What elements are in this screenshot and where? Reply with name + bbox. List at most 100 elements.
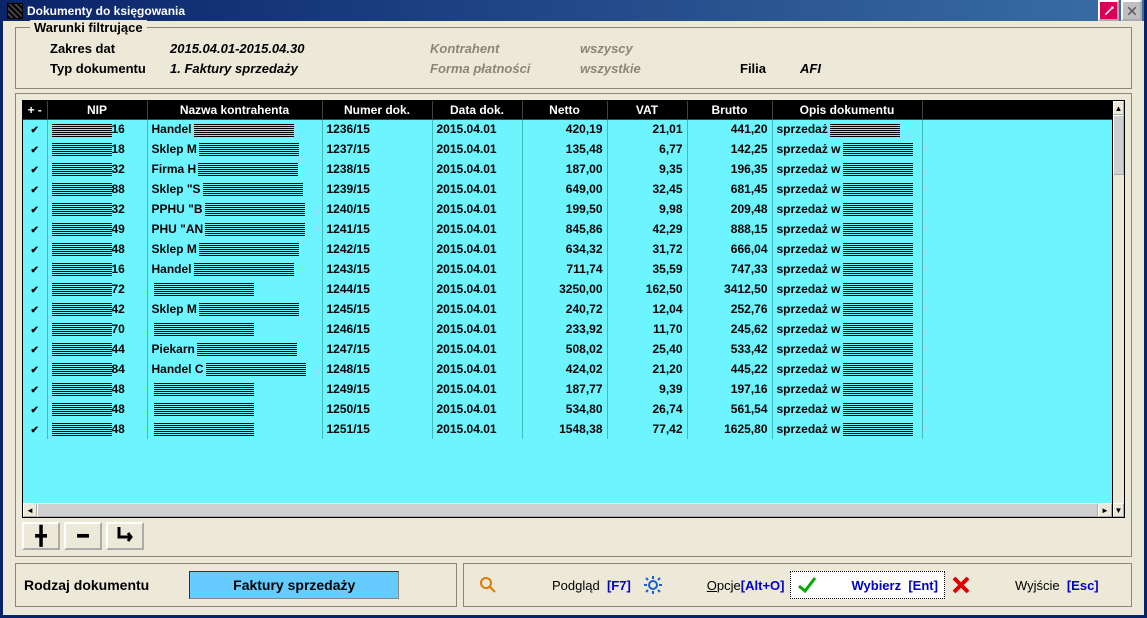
col-header-mark[interactable]: + - <box>23 101 47 119</box>
scroll-thumb[interactable] <box>37 503 1098 517</box>
branch-value: AFI <box>800 61 821 76</box>
scroll-right-icon[interactable]: ► <box>1098 503 1112 517</box>
table-row[interactable]: 701246/152015.04.01233,9211,70245,62sprz… <box>23 319 1114 339</box>
exit-button[interactable]: Wyjście [Esc] <box>945 571 1105 599</box>
cell-name: Sklep "S <box>147 179 322 199</box>
filter-group: Warunki filtrujące Zakres dat 2015.04.01… <box>15 27 1132 89</box>
col-header-vat[interactable]: VAT <box>607 101 687 119</box>
scroll-left-icon[interactable]: ◄ <box>23 503 37 517</box>
cell-brutto: 1625,80 <box>687 419 772 439</box>
vscrollbar[interactable]: ▲ ▼ <box>1112 101 1124 517</box>
col-header-name[interactable]: Nazwa kontrahenta <box>147 101 322 119</box>
titlebar: Dokumenty do księgowania <box>3 0 1144 21</box>
cell-netto: 187,00 <box>522 159 607 179</box>
cell-name: PPHU "B <box>147 199 322 219</box>
cell-mark <box>23 159 47 179</box>
select-shortcut: [Ent] <box>908 578 938 593</box>
cell-netto: 845,86 <box>522 219 607 239</box>
table-row[interactable]: 42Sklep M1245/152015.04.01240,7212,04252… <box>23 299 1114 319</box>
cell-netto: 420,19 <box>522 119 607 139</box>
cell-doc: 1247/15 <box>322 339 432 359</box>
cell-netto: 187,77 <box>522 379 607 399</box>
cell-nip: 16 <box>47 119 147 139</box>
col-header-nip[interactable]: NIP <box>47 101 147 119</box>
preview-button[interactable]: Podgląd [F7] <box>472 571 637 599</box>
cell-desc: sprzedaż w <box>772 139 922 159</box>
cell-vat: 11,70 <box>607 319 687 339</box>
cell-name <box>147 319 322 339</box>
cell-name: Sklep M <box>147 299 322 319</box>
cell-netto: 3250,00 <box>522 279 607 299</box>
cell-mark <box>23 179 47 199</box>
table-row[interactable]: 16Handel1243/152015.04.01711,7435,59747,… <box>23 259 1114 279</box>
cell-mark <box>23 219 47 239</box>
scroll-up-icon[interactable]: ▲ <box>1113 101 1124 115</box>
filter-legend: Warunki filtrujące <box>30 20 147 35</box>
cell-name: Handel <box>147 259 322 279</box>
options-shortcut: [Alt+O] <box>741 578 785 593</box>
cell-date: 2015.04.01 <box>432 239 522 259</box>
scroll-down-icon[interactable]: ▼ <box>1113 503 1124 517</box>
vscroll-thumb[interactable] <box>1113 115 1124 175</box>
cell-vat: 35,59 <box>607 259 687 279</box>
grid[interactable]: + -NIPNazwa kontrahentaNumer dok.Data do… <box>23 101 1115 439</box>
col-header-desc[interactable]: Opis dokumentu <box>772 101 922 119</box>
cell-netto: 508,02 <box>522 339 607 359</box>
nav-commit-button[interactable] <box>106 522 144 550</box>
cell-desc: sprzedaż w <box>772 399 922 419</box>
cell-name: Sklep M <box>147 239 322 259</box>
cell-desc: sprzedaż w <box>772 239 922 259</box>
cell-brutto: 197,16 <box>687 379 772 399</box>
cell-mark <box>23 339 47 359</box>
cell-desc: sprzedaż w <box>772 279 922 299</box>
commit-icon <box>116 525 134 548</box>
client-area: Warunki filtrujące Zakres dat 2015.04.01… <box>3 21 1144 615</box>
help-button[interactable] <box>1098 0 1119 21</box>
table-row[interactable]: 32PPHU "B1240/152015.04.01199,509,98209,… <box>23 199 1114 219</box>
doctype-panel: Rodzaj dokumentu Faktury sprzedaży <box>15 563 457 607</box>
table-row[interactable]: 16Handel1236/152015.04.01420,1921,01441,… <box>23 119 1114 139</box>
cell-brutto: 3412,50 <box>687 279 772 299</box>
cell-doc: 1241/15 <box>322 219 432 239</box>
nav-remove-button[interactable]: ━ <box>64 522 102 550</box>
options-label: Opcje <box>707 578 741 593</box>
cell-nip: 72 <box>47 279 147 299</box>
close-button[interactable] <box>1121 0 1142 21</box>
table-row[interactable]: 44Piekarn1247/152015.04.01508,0225,40533… <box>23 339 1114 359</box>
col-header-doc[interactable]: Numer dok. <box>322 101 432 119</box>
cell-desc: sprzedaż w <box>772 359 922 379</box>
table-row[interactable]: 84Handel C1248/152015.04.01424,0221,2044… <box>23 359 1114 379</box>
table-row[interactable]: 18Sklep M1237/152015.04.01135,486,77142,… <box>23 139 1114 159</box>
col-header-brutto[interactable]: Brutto <box>687 101 772 119</box>
party-value: wszyscy <box>580 41 740 56</box>
cell-date: 2015.04.01 <box>432 119 522 139</box>
col-header-date[interactable]: Data dok. <box>432 101 522 119</box>
cell-desc: sprzedaż w <box>772 339 922 359</box>
cell-mark <box>23 239 47 259</box>
table-row[interactable]: 481251/152015.04.011548,3877,421625,80sp… <box>23 419 1114 439</box>
table-row[interactable]: 721244/152015.04.013250,00162,503412,50s… <box>23 279 1114 299</box>
table-row[interactable]: 481250/152015.04.01534,8026,74561,54sprz… <box>23 399 1114 419</box>
select-button[interactable]: Wybierz [Ent] <box>790 571 944 599</box>
cell-date: 2015.04.01 <box>432 139 522 159</box>
table-row[interactable]: 48Sklep M1242/152015.04.01634,3231,72666… <box>23 239 1114 259</box>
cell-netto: 711,74 <box>522 259 607 279</box>
cell-brutto: 252,76 <box>687 299 772 319</box>
nav-add-button[interactable]: ╋ <box>22 522 60 550</box>
table-row[interactable]: 481249/152015.04.01187,779,39197,16sprze… <box>23 379 1114 399</box>
cell-mark <box>23 299 47 319</box>
cell-nip: 16 <box>47 259 147 279</box>
cell-doc: 1242/15 <box>322 239 432 259</box>
table-row[interactable]: 49PHU "AN1241/152015.04.01845,8642,29888… <box>23 219 1114 239</box>
cell-vat: 21,01 <box>607 119 687 139</box>
table-row[interactable]: 32Firma H1238/152015.04.01187,009,35196,… <box>23 159 1114 179</box>
doctype-selector[interactable]: Faktury sprzedaży <box>189 571 399 599</box>
hscrollbar[interactable]: ◄ ► <box>23 503 1112 517</box>
col-header-netto[interactable]: Netto <box>522 101 607 119</box>
table-row[interactable]: 88Sklep "S1239/152015.04.01649,0032,4568… <box>23 179 1114 199</box>
cell-vat: 25,40 <box>607 339 687 359</box>
options-button[interactable]: Opcje [Alt+O] <box>637 571 791 599</box>
cell-mark <box>23 199 47 219</box>
cell-mark <box>23 259 47 279</box>
gear-icon <box>643 575 663 595</box>
